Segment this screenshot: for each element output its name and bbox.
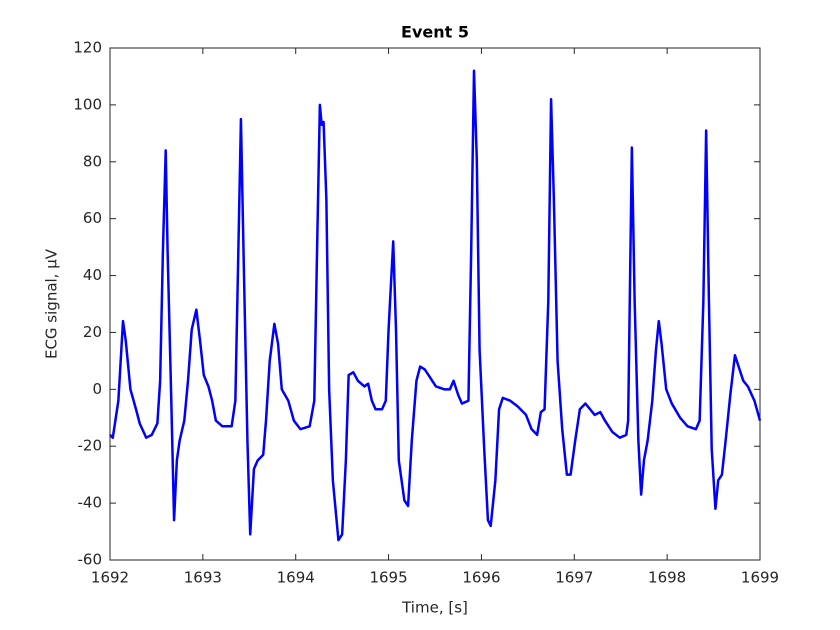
y-tick-label: 60 <box>83 209 102 227</box>
y-tick-label: -20 <box>78 437 103 455</box>
y-tick-label: 20 <box>83 323 102 341</box>
x-tick-label: 1694 <box>277 569 315 587</box>
x-axis-label: Time, [s] <box>401 599 468 617</box>
chart-title: Event 5 <box>401 23 469 42</box>
y-tick-label: 80 <box>83 152 102 170</box>
x-tick-label: 1696 <box>462 569 500 587</box>
y-tick-label: -40 <box>78 494 103 512</box>
x-tick-label: 1698 <box>648 569 686 587</box>
y-tick-label: 100 <box>73 95 102 113</box>
axes-box <box>109 47 761 561</box>
y-tick-label: 0 <box>92 380 102 398</box>
y-tick-label: -60 <box>78 551 103 569</box>
x-tick-label: 1693 <box>184 569 222 587</box>
signal-line <box>109 69 762 542</box>
x-tick-label: 1692 <box>91 569 129 587</box>
y-axis-label: ECG signal, μV <box>43 248 61 359</box>
x-tick-label: 1697 <box>555 569 593 587</box>
x-tick-label: 1699 <box>741 569 779 587</box>
x-tick-label: 1695 <box>369 569 407 587</box>
y-tick-label: 40 <box>83 266 102 284</box>
plot-area <box>110 48 760 560</box>
y-tick-label: 120 <box>73 39 102 57</box>
